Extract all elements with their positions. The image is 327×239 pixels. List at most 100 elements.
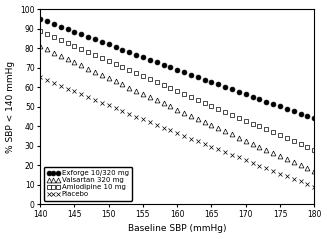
Valsartan 320 mg [162,102,165,105]
Exforge 10/320 mg [278,105,282,108]
Amlodipine 10 mg [292,140,296,142]
Exforge 10/320 mg [93,38,97,41]
Amlodipine 10 mg [175,90,179,92]
Amlodipine 10 mg [244,119,248,122]
Valsartan 320 mg [210,124,214,127]
Valsartan 320 mg [223,130,227,133]
Exforge 10/320 mg [292,110,296,113]
Exforge 10/320 mg [230,88,234,91]
Exforge 10/320 mg [182,71,186,74]
Amlodipine 10 mg [285,137,289,140]
Placebo [59,84,63,87]
Amlodipine 10 mg [86,50,90,53]
Valsartan 320 mg [292,161,296,163]
Amlodipine 10 mg [230,113,234,116]
Placebo [120,110,124,113]
Exforge 10/320 mg [59,25,63,28]
Exforge 10/320 mg [285,107,289,110]
Valsartan 320 mg [127,86,131,89]
Placebo [100,101,104,104]
Amlodipine 10 mg [278,134,282,137]
Placebo [155,123,159,126]
Exforge 10/320 mg [189,73,193,76]
Valsartan 320 mg [141,92,145,95]
Placebo [93,98,97,101]
Placebo [250,161,254,164]
Line: Placebo: Placebo [38,75,317,189]
Exforge 10/320 mg [79,33,83,36]
Valsartan 320 mg [250,142,254,145]
Valsartan 320 mg [285,158,289,160]
Exforge 10/320 mg [134,53,138,56]
Placebo [305,183,309,185]
Amlodipine 10 mg [203,102,207,104]
Valsartan 320 mg [52,51,56,54]
Exforge 10/320 mg [113,46,117,49]
Valsartan 320 mg [196,118,200,120]
Exforge 10/320 mg [45,20,49,23]
Placebo [134,115,138,118]
Amlodipine 10 mg [107,60,111,62]
Exforge 10/320 mg [148,58,152,61]
Amlodipine 10 mg [250,122,254,125]
Placebo [189,137,193,140]
Exforge 10/320 mg [175,68,179,71]
Placebo [38,76,42,79]
Exforge 10/320 mg [52,22,56,25]
Placebo [312,185,316,188]
Valsartan 320 mg [66,58,70,60]
Exforge 10/320 mg [216,83,220,86]
Placebo [148,121,152,124]
Valsartan 320 mg [45,48,49,51]
Placebo [52,82,56,85]
Exforge 10/320 mg [73,30,77,33]
Valsartan 320 mg [155,99,159,102]
Amlodipine 10 mg [120,66,124,69]
Exforge 10/320 mg [305,114,309,117]
Amlodipine 10 mg [257,125,261,128]
Exforge 10/320 mg [168,66,172,69]
Amlodipine 10 mg [264,128,268,131]
Placebo [175,132,179,135]
Amlodipine 10 mg [182,93,186,96]
Amlodipine 10 mg [141,75,145,77]
Placebo [107,104,111,107]
Amlodipine 10 mg [38,29,42,32]
Valsartan 320 mg [134,89,138,92]
Valsartan 320 mg [237,136,241,139]
Line: Amlodipine 10 mg: Amlodipine 10 mg [38,28,317,152]
Valsartan 320 mg [216,127,220,130]
Valsartan 320 mg [257,145,261,148]
Amlodipine 10 mg [127,69,131,71]
Placebo [264,167,268,170]
Amlodipine 10 mg [113,63,117,65]
Amlodipine 10 mg [52,35,56,38]
Placebo [127,112,131,115]
Exforge 10/320 mg [38,17,42,20]
Placebo [299,180,302,183]
Amlodipine 10 mg [271,131,275,134]
Valsartan 320 mg [271,152,275,154]
Legend: Exforge 10/320 mg, Valsartan 320 mg, Amlodipine 10 mg, Placebo: Exforge 10/320 mg, Valsartan 320 mg, Aml… [43,167,132,201]
Exforge 10/320 mg [223,86,227,88]
Exforge 10/320 mg [203,78,207,81]
Exforge 10/320 mg [244,93,248,96]
Amlodipine 10 mg [223,110,227,113]
Valsartan 320 mg [305,167,309,169]
Placebo [230,153,234,156]
Placebo [86,96,90,98]
Amlodipine 10 mg [312,148,316,151]
Exforge 10/320 mg [162,63,165,66]
Exforge 10/320 mg [141,56,145,59]
Placebo [66,87,70,90]
Placebo [257,164,261,167]
Valsartan 320 mg [107,77,111,80]
Amlodipine 10 mg [73,44,77,47]
Amlodipine 10 mg [237,116,241,119]
Valsartan 320 mg [148,96,152,98]
Amlodipine 10 mg [196,98,200,101]
Valsartan 320 mg [244,139,248,142]
Valsartan 320 mg [79,64,83,67]
Y-axis label: % SBP < 140 mmHg: % SBP < 140 mmHg [6,61,15,153]
Exforge 10/320 mg [250,95,254,98]
